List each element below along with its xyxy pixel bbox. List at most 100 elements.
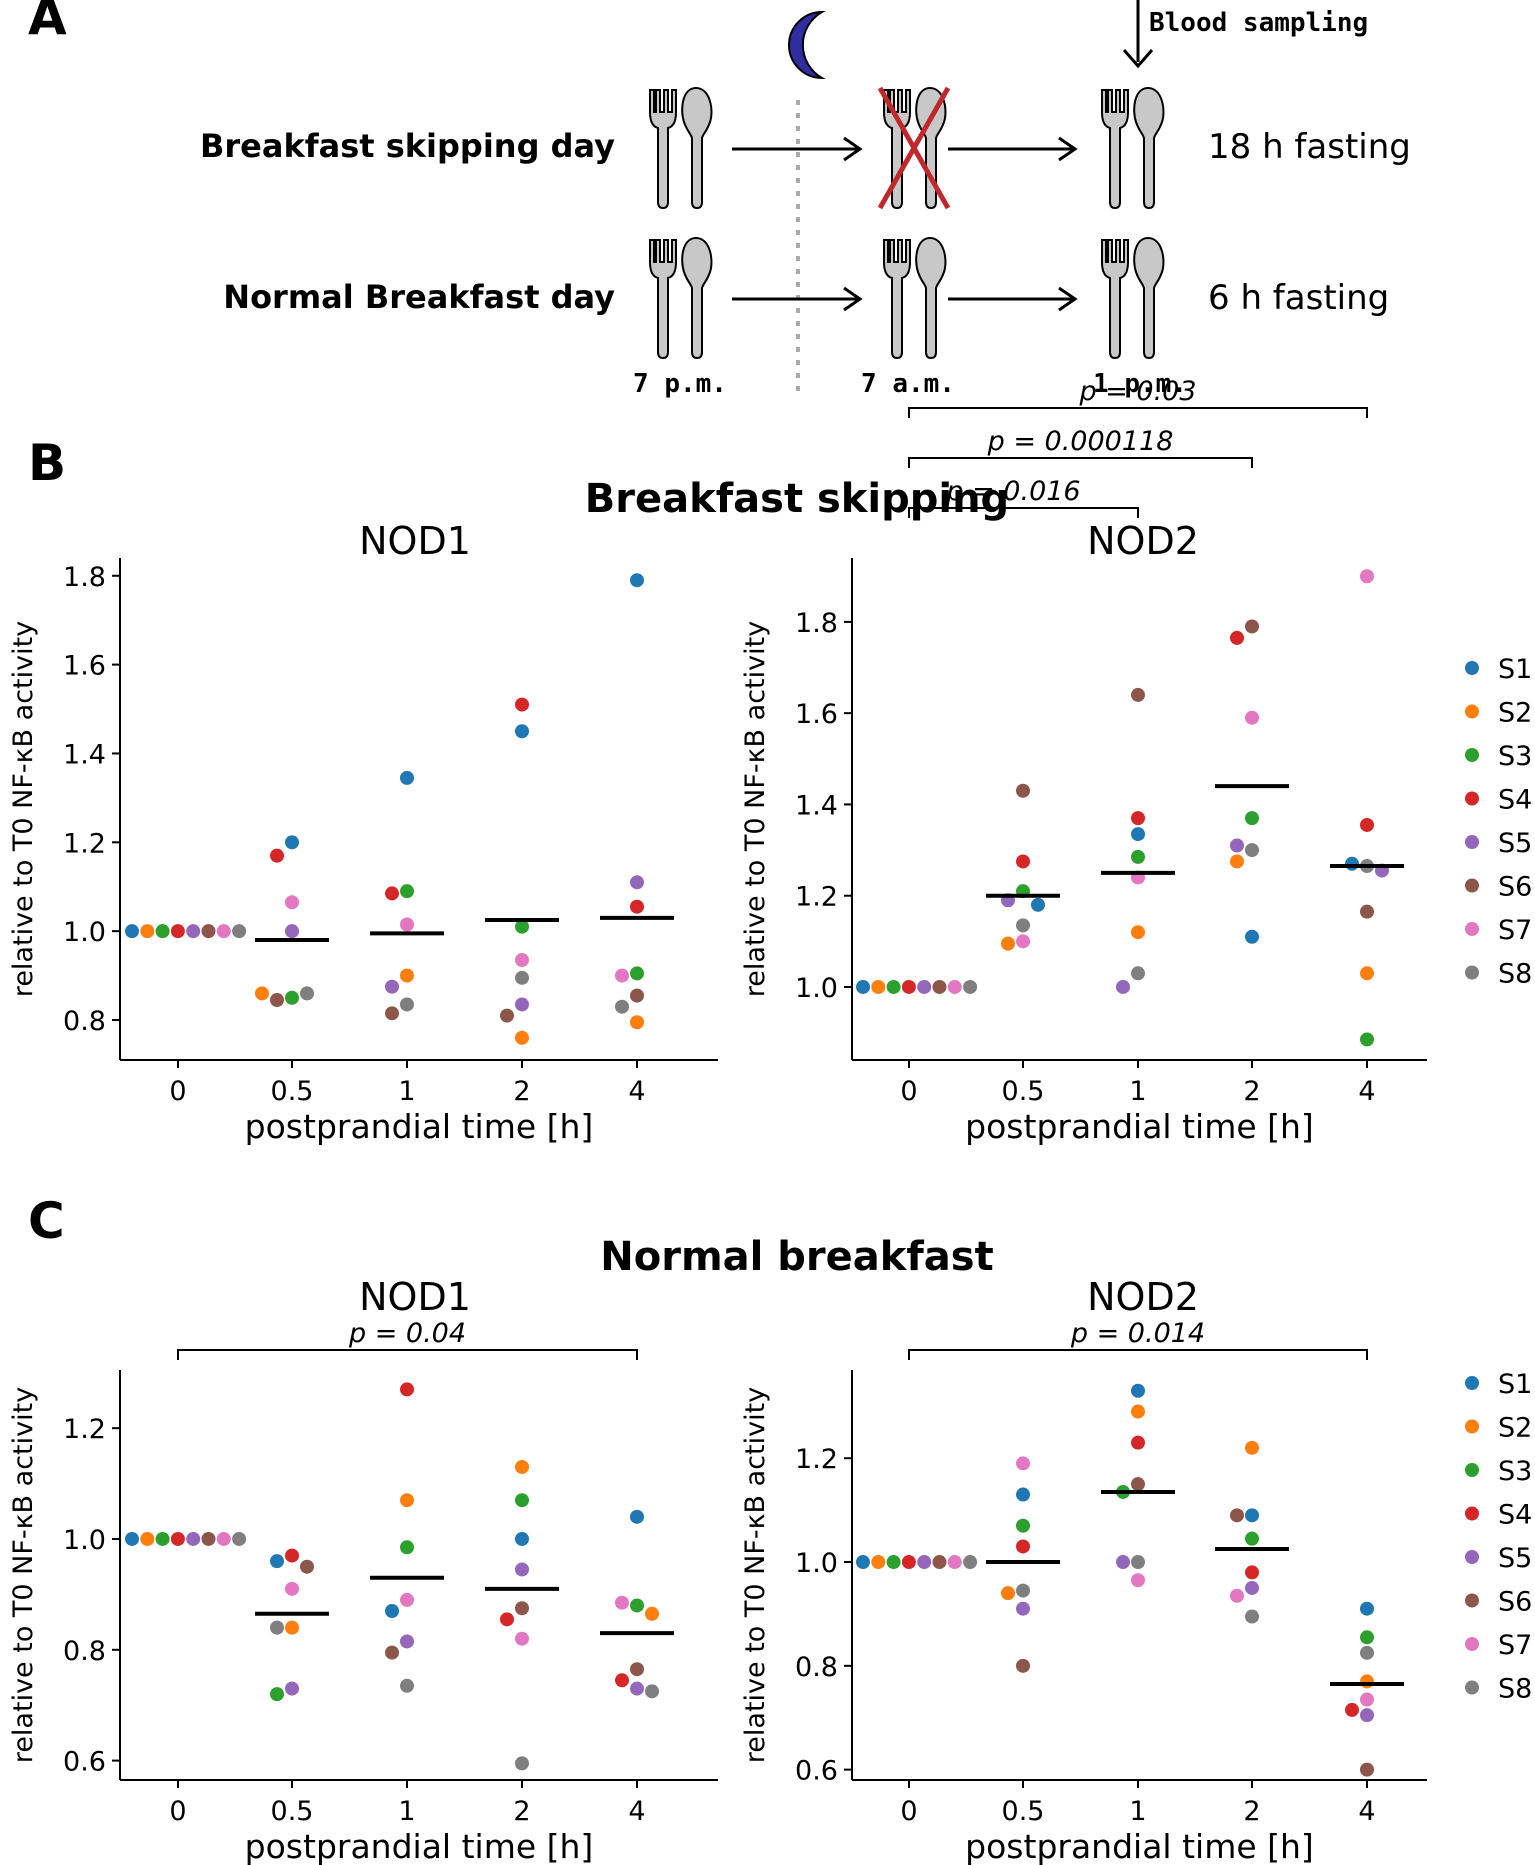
- data-point-s2: [1131, 1404, 1145, 1419]
- data-point-s7: [947, 1555, 962, 1570]
- legend-label: S6: [1498, 1587, 1532, 1618]
- significance-bracket: [908, 457, 1253, 468]
- data-point-s8: [963, 979, 978, 994]
- data-point-s1: [1245, 929, 1259, 944]
- data-point-s6: [300, 1559, 314, 1574]
- legend-marker: [1465, 922, 1479, 936]
- data-point-s2: [1245, 1440, 1259, 1455]
- data-point-s3: [400, 884, 414, 899]
- x-tick-label: 0.5: [271, 1076, 314, 1107]
- legend-normal: S1 S2 S3 S4 S5 S6 S7 S8: [1465, 1369, 1532, 1705]
- data-point-s6: [270, 993, 284, 1008]
- data-point-s6: [201, 924, 216, 939]
- data-point-s8: [1360, 1645, 1374, 1660]
- y-tick-label: 1.6: [63, 651, 106, 682]
- legend-marker: [1465, 1376, 1479, 1390]
- data-point-s3: [1360, 1032, 1374, 1047]
- data-point-s8: [300, 986, 314, 1001]
- data-point-s1: [385, 1604, 399, 1619]
- data-point-s5: [515, 1562, 529, 1577]
- data-point-s8: [1245, 843, 1259, 858]
- x-tick-label: 4: [1358, 1796, 1375, 1827]
- y-tick-label: 0.6: [795, 1756, 838, 1787]
- data-point-s8: [400, 1678, 414, 1693]
- x-tick-label: 0: [169, 1796, 186, 1827]
- skipped-meal-cross-icon: [877, 86, 951, 210]
- legend-marker: [1465, 1419, 1479, 1434]
- legend-marker: [1465, 791, 1479, 806]
- data-point-s5: [1360, 1708, 1374, 1723]
- data-point-s4: [615, 1673, 629, 1688]
- p-value-label: p = 0.016: [945, 476, 1080, 507]
- data-point-s8: [232, 1531, 247, 1546]
- data-point-s7: [515, 953, 529, 968]
- data-point-s2: [400, 968, 414, 983]
- data-point-s7: [1016, 1456, 1030, 1471]
- data-point-s8: [1245, 1609, 1259, 1624]
- x-axis-label: postprandial time [h]: [245, 1827, 594, 1865]
- blood-sampling-arrow-icon: [1122, 0, 1154, 69]
- legend-marker: [1465, 878, 1479, 893]
- data-point-s4: [1131, 811, 1145, 826]
- data-point-s5: [917, 979, 932, 994]
- schedule-row1-label: Breakfast skipping day: [200, 127, 615, 165]
- legend-marker: [1465, 748, 1479, 762]
- data-point-s5: [515, 997, 529, 1012]
- legend-marker: [1465, 661, 1479, 675]
- data-point-s7: [947, 979, 962, 994]
- section-title-normal-breakfast: Normal breakfast: [600, 1234, 993, 1280]
- x-tick-label: 4: [628, 1076, 645, 1107]
- legend-marker: [1465, 965, 1479, 980]
- data-point-s8: [1016, 1583, 1030, 1598]
- data-point-s4: [1016, 1539, 1030, 1554]
- moon-icon: [788, 10, 826, 80]
- x-tick-label: 2: [1243, 1796, 1260, 1827]
- data-point-s2: [871, 979, 886, 994]
- data-point-s3: [886, 979, 901, 994]
- y-tick-label: 1.2: [795, 1444, 838, 1475]
- data-point-s4: [630, 899, 644, 914]
- arrow-icon: [948, 136, 1078, 162]
- y-axis-label: relative to T0 NF-κB activity: [8, 1387, 39, 1763]
- data-point-s6: [385, 1645, 399, 1660]
- fasting-row2-label: 6 h fasting: [1208, 278, 1389, 318]
- significance-bracket: [908, 1349, 1368, 1360]
- chart-skip-nod2: NOD2 1.0 1.2 1.4 1.6 1.8 0 0.5 1 2 4 postprandial t…: [740, 376, 1427, 1146]
- legend-marker: [1465, 1550, 1479, 1564]
- data-point-s4: [170, 1531, 185, 1546]
- fork-spoon-icon: [1101, 86, 1165, 210]
- data-point-s4: [515, 697, 529, 712]
- legend-marker: [1465, 1593, 1479, 1608]
- y-tick-label: 1.0: [795, 973, 838, 1004]
- data-point-s3: [1245, 811, 1259, 826]
- x-tick-label: 0.5: [271, 1796, 314, 1827]
- data-point-s4: [1016, 854, 1030, 869]
- data-point-s1: [1360, 1601, 1374, 1616]
- data-point-s3: [630, 1598, 644, 1613]
- data-point-s2: [1001, 1586, 1015, 1601]
- data-point-s7: [1131, 1573, 1145, 1588]
- y-tick-label: 0.6: [63, 1747, 106, 1778]
- legend-label: S5: [1498, 828, 1532, 859]
- fork-spoon-icon: [649, 86, 713, 210]
- significance-bracket: [908, 507, 1139, 518]
- data-point-s2: [400, 1493, 414, 1508]
- x-tick-label: 1: [1129, 1796, 1146, 1827]
- data-point-s2: [645, 1606, 659, 1621]
- data-point-s6: [385, 1006, 399, 1021]
- time-label-1pm: 1 p.m.: [1093, 369, 1187, 399]
- data-point-s3: [515, 919, 529, 934]
- legend-skip: S1 S2 S3 S4 S5 S6 S7 S8: [1465, 654, 1532, 990]
- data-point-s2: [630, 1015, 644, 1030]
- x-axis-label: postprandial time [h]: [965, 1107, 1314, 1146]
- x-tick-label: 1: [1129, 1076, 1146, 1107]
- legend-label: S3: [1498, 1456, 1532, 1487]
- data-point-s6: [932, 979, 947, 994]
- data-point-s1: [400, 770, 414, 785]
- data-point-s5: [186, 924, 201, 939]
- data-point-s6: [1131, 687, 1145, 702]
- blood-sampling-label: Blood sampling: [1149, 8, 1368, 38]
- data-point-s3: [630, 966, 644, 981]
- data-point-s3: [1360, 1630, 1374, 1645]
- data-point-s6: [1245, 619, 1259, 634]
